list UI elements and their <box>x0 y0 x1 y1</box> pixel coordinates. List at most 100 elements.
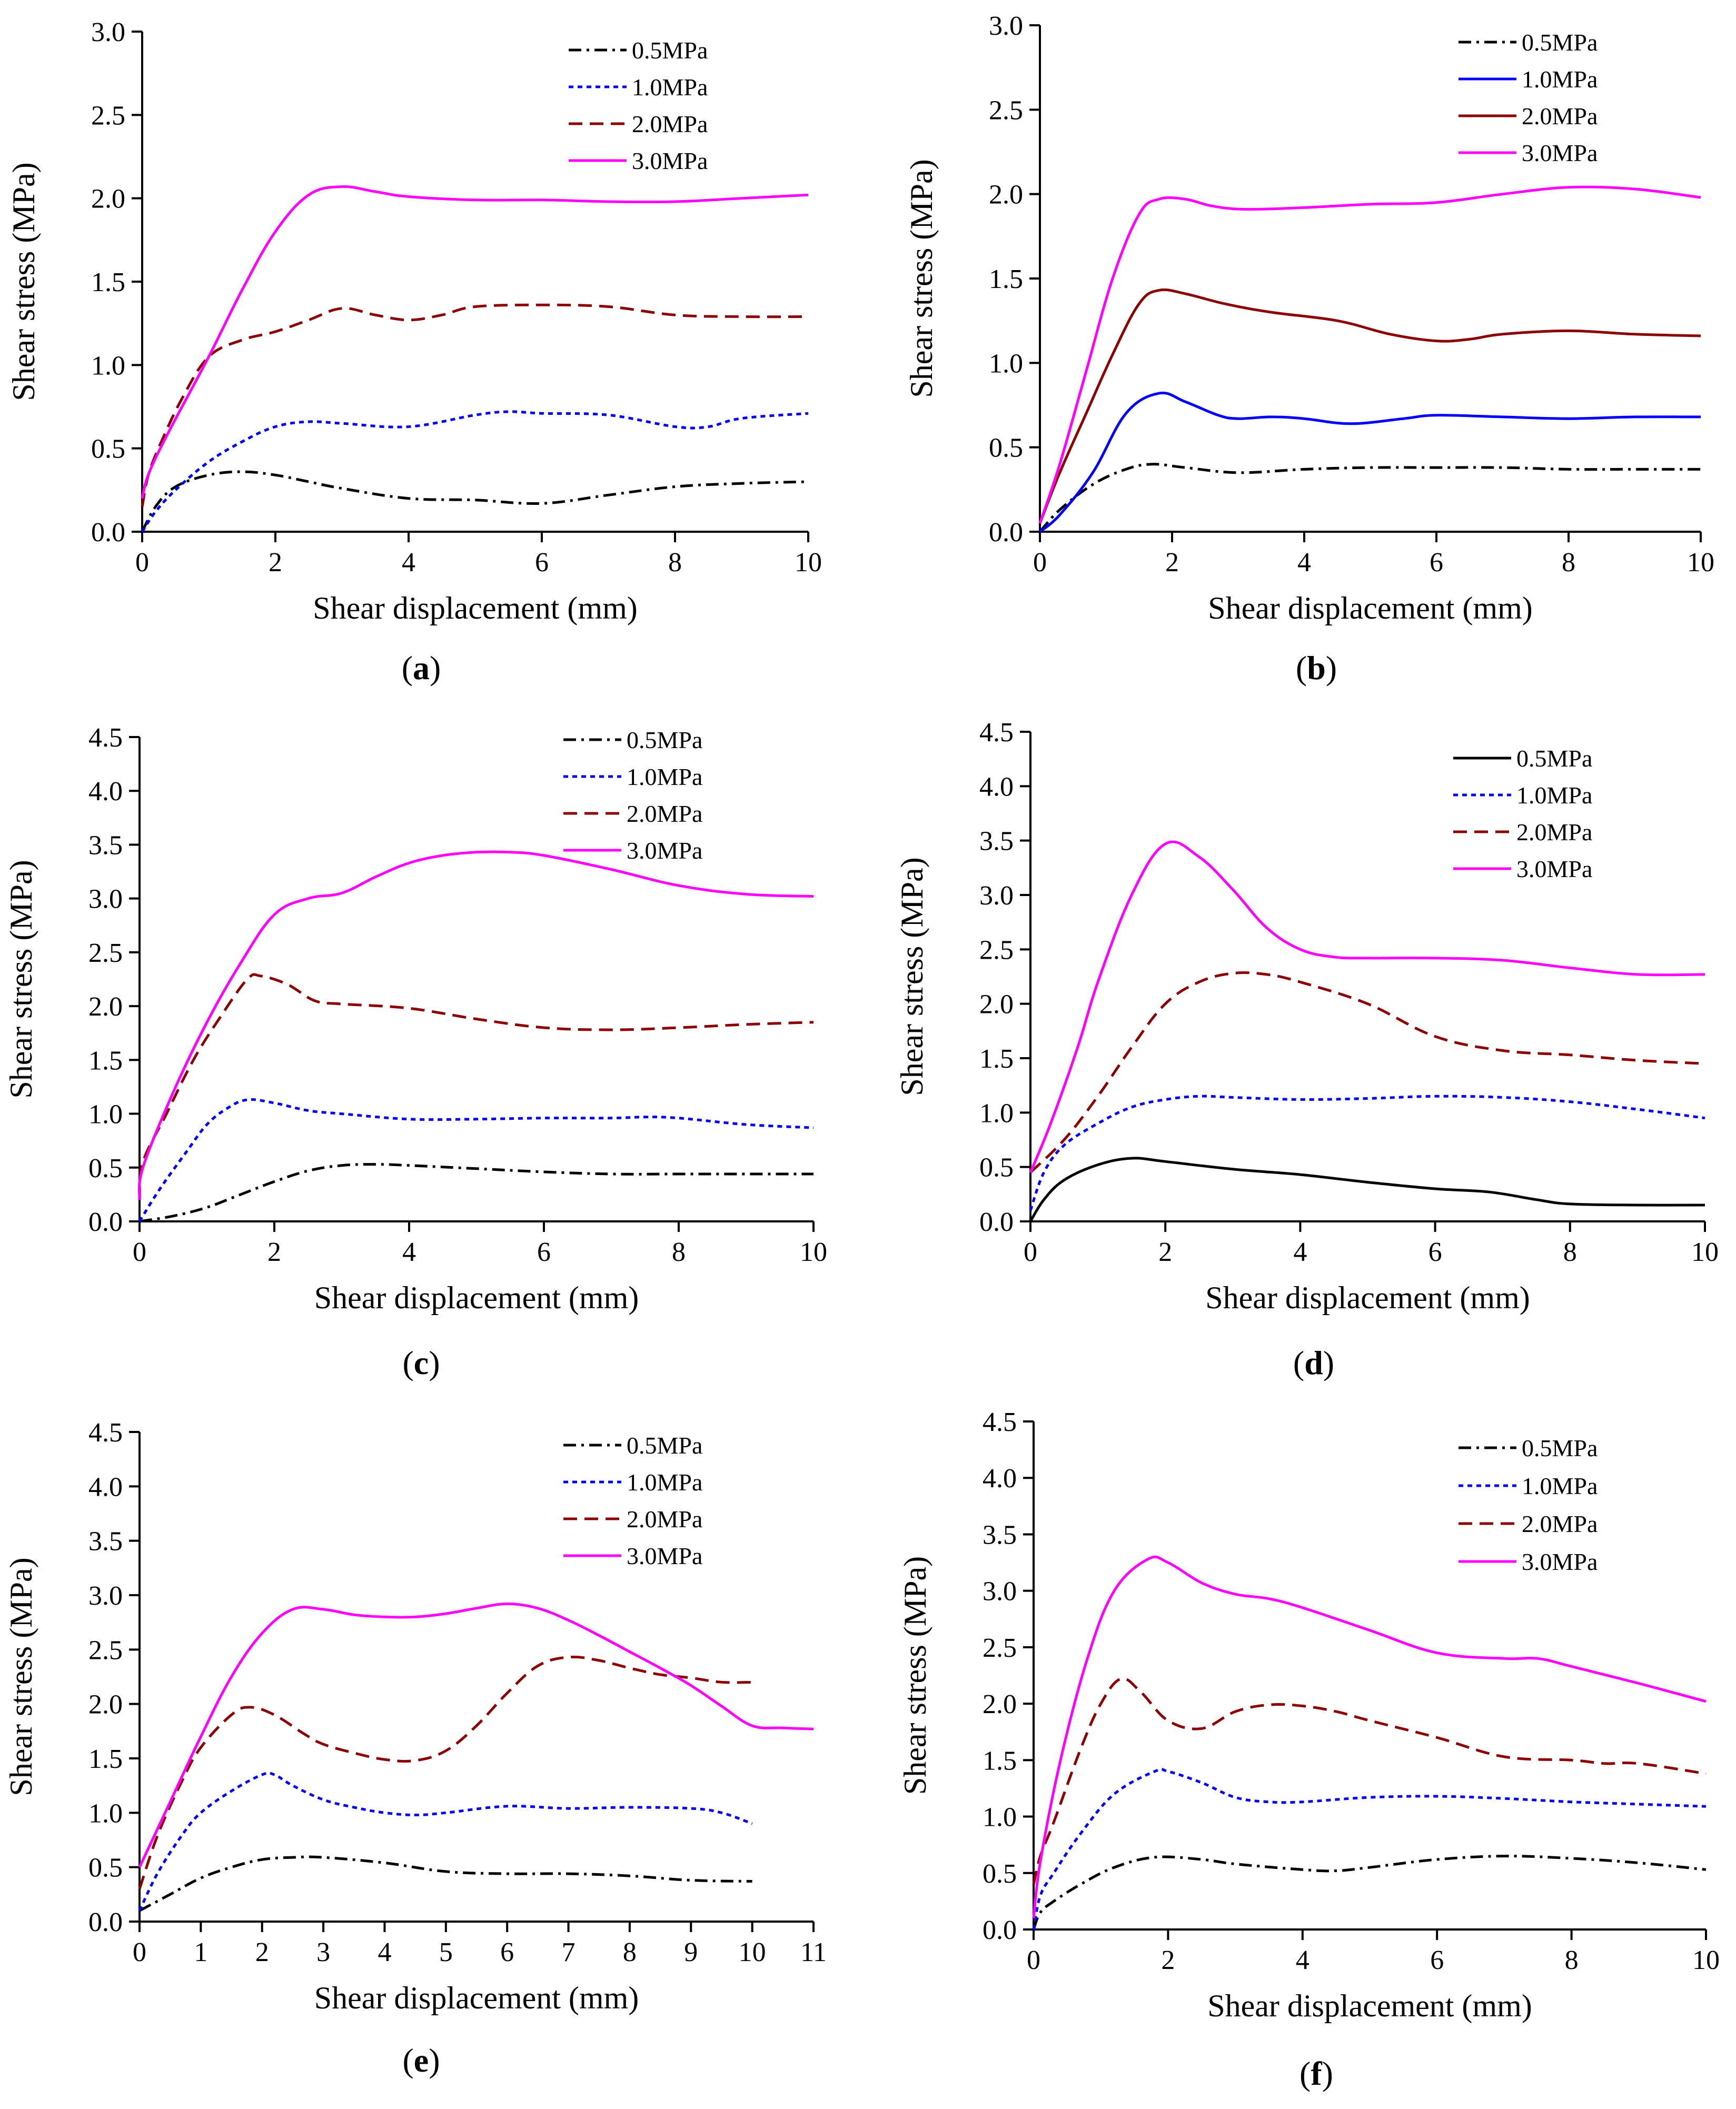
x-axis-label: Shear displacement (mm) <box>1205 1280 1530 1315</box>
y-tick-label: 1.0 <box>91 351 125 381</box>
y-tick-label: 2.5 <box>88 1635 123 1665</box>
y-tick-label: 0.0 <box>989 518 1023 548</box>
legend-label: 2.0MPa <box>627 1506 702 1533</box>
x-tick-label: 8 <box>668 548 682 578</box>
legend-label: 1.0MPa <box>1522 66 1598 93</box>
y-tick-label: 4.5 <box>88 723 123 753</box>
y-tick-label: 2.5 <box>989 95 1023 125</box>
series-line-0.5MPa <box>138 1855 752 1912</box>
x-tick-label: 4 <box>402 548 415 578</box>
x-tick-label: 8 <box>1565 1945 1579 1975</box>
x-tick-label: 10 <box>800 1237 827 1267</box>
x-tick-label: 0 <box>133 1937 146 1967</box>
y-tick-label: 1.0 <box>88 1100 123 1130</box>
x-tick-label: 10 <box>1692 1945 1720 1975</box>
x-tick-label: 6 <box>1429 1237 1442 1267</box>
y-tick-label: 2.0 <box>88 992 123 1022</box>
y-tick-label: 3.0 <box>88 1581 123 1611</box>
y-tick-label: 1.5 <box>88 1046 123 1076</box>
y-tick-label: 1.5 <box>91 267 125 297</box>
chart-panel-a: 0 2 4 6 8 10 0.0 0.5 1.0 1.5 2.0 2.5 3.0 Shear displa… <box>6 17 822 687</box>
series-line-1.0MPa <box>1032 1767 1707 1930</box>
legend-label: 1.0MPa <box>1516 782 1592 809</box>
legend-label: 2.0MPa <box>632 111 708 137</box>
series-line-1.0MPa <box>138 1772 753 1912</box>
y-axis-label: Shear stress (MPa) <box>4 860 38 1098</box>
x-tick-label: 10 <box>795 548 822 578</box>
series-line-3.0MPa <box>1038 185 1701 524</box>
y-tick-label: 1.0 <box>983 1803 1017 1833</box>
series-line-0.5MPa <box>1039 463 1701 533</box>
legend: 0.5MPa 1.0MPa 2.0MPa 3.0MPa <box>1459 1435 1598 1575</box>
y-tick-label: 0.5 <box>88 1853 123 1883</box>
y-tick-label: 0.0 <box>983 1915 1017 1945</box>
legend: 0.5MPa 1.0MPa 2.0MPa 3.0MPa <box>569 37 708 174</box>
x-tick-label: 0 <box>133 1237 146 1267</box>
legend: 0.5MPa 1.0MPa 2.0MPa 3.0MPa <box>563 1432 702 1569</box>
y-tick-label: 1.0 <box>979 1098 1014 1128</box>
series-line-0.5MPa <box>139 1163 814 1223</box>
series-line-2.0MPa <box>1038 288 1701 524</box>
x-tick-label: 4 <box>1296 1945 1310 1975</box>
x-axis-label: Shear displacement (mm) <box>313 591 637 625</box>
y-tick-label: 4.5 <box>88 1418 123 1448</box>
legend-label: 2.0MPa <box>1522 103 1598 130</box>
y-tick-label: 3.5 <box>88 1527 123 1557</box>
x-tick-label: 4 <box>1297 548 1311 578</box>
y-tick-label: 4.0 <box>983 1464 1017 1494</box>
series-line-2.0MPa <box>141 303 809 507</box>
legend-label: 1.0MPa <box>1522 1473 1598 1499</box>
legend-label: 1.0MPa <box>627 763 702 790</box>
x-tick-label: 4 <box>402 1237 416 1267</box>
y-axis-label: Shear stress (MPa) <box>895 857 929 1096</box>
y-axis-label: Shear stress (MPa) <box>4 1557 38 1796</box>
x-tick-label: 6 <box>537 1237 551 1267</box>
y-tick-label: 2.5 <box>88 938 123 968</box>
y-tick-label: 2.5 <box>983 1633 1017 1663</box>
panel-label: (d) <box>1293 1344 1334 1381</box>
y-tick-label: 2.5 <box>979 935 1014 965</box>
y-tick-label: 4.0 <box>88 777 123 807</box>
x-tick-label: 10 <box>739 1937 766 1967</box>
chart-panel-b: 0 2 4 6 8 10 0.0 0.5 1.0 1.5 2.0 2.5 3.0 Shear displa… <box>904 11 1714 687</box>
y-tick-label: 1.5 <box>979 1044 1014 1074</box>
legend-label: 3.0MPa <box>627 837 702 864</box>
y-tick-label: 2.5 <box>91 101 125 131</box>
x-axis-label: Shear displacement (mm) <box>314 1981 639 2015</box>
legend: 0.5MPa 1.0MPa 2.0MPa 3.0MPa <box>563 727 702 864</box>
series-line-1.0MPa <box>141 410 809 533</box>
series-line-1.0MPa <box>1029 1095 1705 1211</box>
legend-label: 3.0MPa <box>1516 855 1592 882</box>
x-tick-label: 4 <box>378 1937 391 1967</box>
x-tick-label: 8 <box>1562 548 1575 578</box>
x-tick-label: 0 <box>135 548 149 578</box>
panel-label: (a) <box>402 649 441 687</box>
y-tick-label: 3.5 <box>983 1520 1017 1550</box>
series-line-0.5MPa <box>1029 1157 1705 1222</box>
panel-label: (b) <box>1296 649 1337 687</box>
y-tick-label: 2.0 <box>88 1690 123 1720</box>
chart-panel-f: 0 2 4 6 8 10 0.0 0.5 1.0 1.5 2.0 2.5 3.0 3.5 4.0 4.5 She… <box>898 1407 1720 2092</box>
panel-label: (f) <box>1299 2055 1333 2092</box>
x-tick-label: 3 <box>316 1937 330 1967</box>
y-tick-label: 0.0 <box>979 1207 1014 1237</box>
series-line-0.5MPa <box>1032 1855 1707 1930</box>
x-tick-label: 6 <box>1430 548 1443 578</box>
x-tick-label: 6 <box>535 548 549 578</box>
x-tick-label: 6 <box>1430 1945 1444 1975</box>
legend-label: 1.0MPa <box>627 1469 702 1496</box>
series-line-1.0MPa <box>138 1098 814 1222</box>
x-tick-label: 2 <box>1165 548 1179 578</box>
series-line-0.5MPa <box>141 470 809 533</box>
y-tick-label: 3.5 <box>979 827 1014 857</box>
y-tick-label: 1.0 <box>88 1798 123 1828</box>
y-tick-label: 4.5 <box>979 718 1014 748</box>
x-tick-label: 5 <box>439 1937 453 1967</box>
series-line-3.0MPa <box>137 850 814 1200</box>
y-axis-label: Shear stress (MPa) <box>6 162 41 401</box>
y-tick-label: 1.0 <box>989 349 1023 379</box>
x-tick-label: 10 <box>1687 548 1714 578</box>
series-line-2.0MPa <box>138 973 814 1200</box>
legend-label: 2.0MPa <box>627 800 702 827</box>
x-tick-label: 10 <box>1691 1237 1719 1267</box>
